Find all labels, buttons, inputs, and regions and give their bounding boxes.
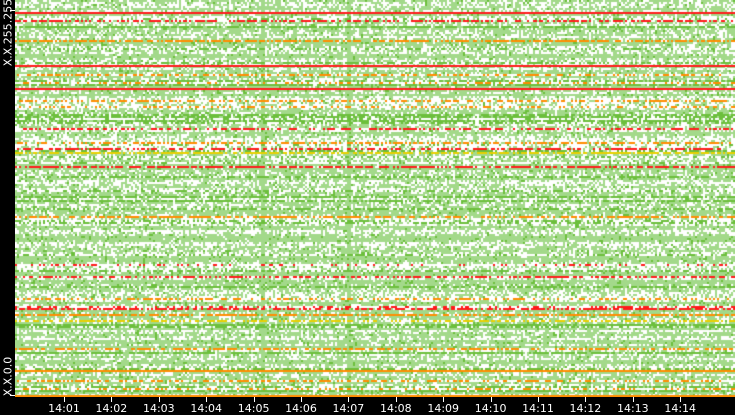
x-tick [585, 397, 587, 402]
y-tick-top [10, 10, 15, 11]
x-tick-label: 14:10 [474, 402, 507, 415]
x-tick-label: 14:07 [332, 402, 365, 415]
x-tick [253, 397, 255, 402]
x-tick [680, 397, 682, 402]
x-tick [395, 397, 397, 402]
x-tick-label: 14:05 [237, 402, 270, 415]
x-tick [490, 397, 492, 402]
y-label-bottom: X.X.0.0 [1, 356, 15, 397]
x-tick-label: 14:03 [142, 402, 175, 415]
x-tick [348, 397, 350, 402]
x-tick-label: 14:13 [616, 402, 649, 415]
x-tick-label: 14:14 [664, 402, 697, 415]
x-tick [632, 397, 634, 402]
x-tick-label: 14:09 [427, 402, 460, 415]
x-tick [206, 397, 208, 402]
x-tick-label: 14:08 [379, 402, 412, 415]
y-tick-bottom [10, 395, 15, 396]
x-tick-label: 14:02 [95, 402, 128, 415]
x-tick-label: 14:01 [48, 402, 80, 415]
x-tick [158, 397, 160, 402]
heatmap-plot-area [15, 0, 735, 397]
x-tick [443, 397, 445, 402]
x-tick [64, 397, 65, 402]
x-tick [111, 397, 113, 402]
x-tick [301, 397, 302, 402]
y-label-top: X.X.255.255 [1, 0, 15, 67]
x-tick [538, 397, 539, 402]
x-tick-label: 14:11 [522, 402, 554, 415]
x-tick-label: 14:06 [285, 402, 317, 415]
x-tick-label: 14:04 [190, 402, 223, 415]
x-tick-label: 14:12 [569, 402, 602, 415]
